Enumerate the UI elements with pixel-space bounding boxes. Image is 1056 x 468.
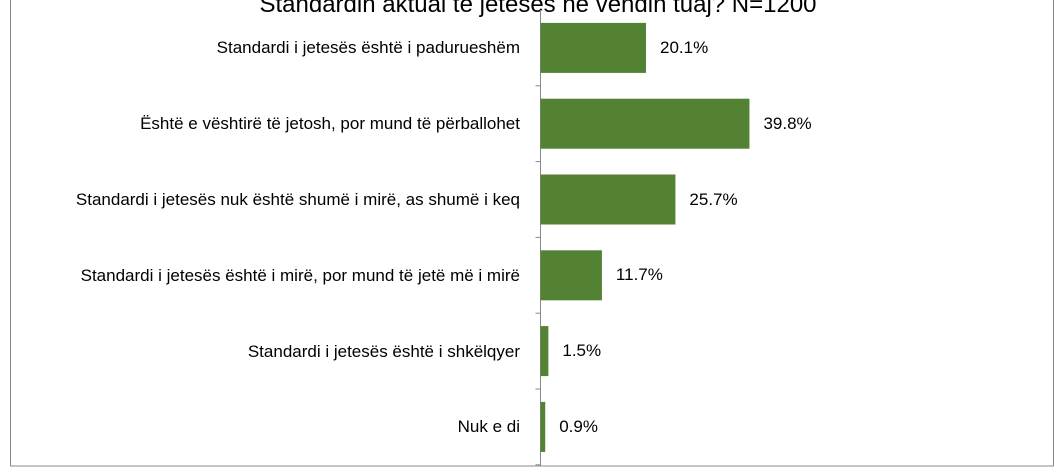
category-label: Standardi i jetesës është i padurueshëm	[20, 13, 520, 83]
category-label-text: Është e vështirë të jetosh, por mund të …	[140, 114, 520, 134]
category-label: Nuk e di	[20, 392, 520, 462]
category-label-text: Nuk e di	[457, 417, 520, 437]
value-label-text: 39.8%	[763, 113, 812, 133]
value-label: 1.5%	[562, 339, 601, 363]
value-label-text: 1.5%	[562, 341, 602, 361]
category-label-text: Standardi i jetesës është i shkëlqyer	[247, 341, 520, 361]
value-label: 20.1%	[660, 36, 708, 60]
value-label-text: 11.7%	[615, 265, 663, 285]
bar	[540, 98, 750, 149]
value-label: 39.8%	[763, 112, 811, 136]
category-label: Standardi i jetesës është i shkëlqyer	[20, 316, 520, 386]
chart-title: Standardin aktual të jetesës në vendin t…	[259, 0, 816, 18]
category-label: Standardi i jetesës nuk është shumë i mi…	[20, 165, 520, 235]
value-label-text: 0.9%	[559, 416, 598, 436]
category-label-text: Standardi i jetesës është i mirë, por mu…	[80, 265, 520, 285]
value-label-text: 25.7%	[689, 189, 738, 209]
value-label: 11.7%	[616, 263, 663, 287]
chart-frame	[10, 0, 1054, 467]
bar	[540, 326, 549, 377]
value-label: 25.7%	[689, 188, 737, 212]
value-label: 0.9%	[559, 415, 598, 439]
category-label-text: Standardi i jetesës është i padurueshëm	[216, 38, 520, 58]
bar	[540, 401, 546, 452]
value-label-text: 20.1%	[660, 37, 709, 57]
bar	[540, 22, 647, 73]
category-label-text: Standardi i jetesës nuk është shumë i mi…	[75, 190, 520, 209]
bar	[540, 174, 676, 225]
bar	[540, 250, 602, 301]
category-label: Standardi i jetesës është i mirë, por mu…	[20, 240, 520, 310]
category-label: Është e vështirë të jetosh, por mund të …	[20, 89, 520, 159]
